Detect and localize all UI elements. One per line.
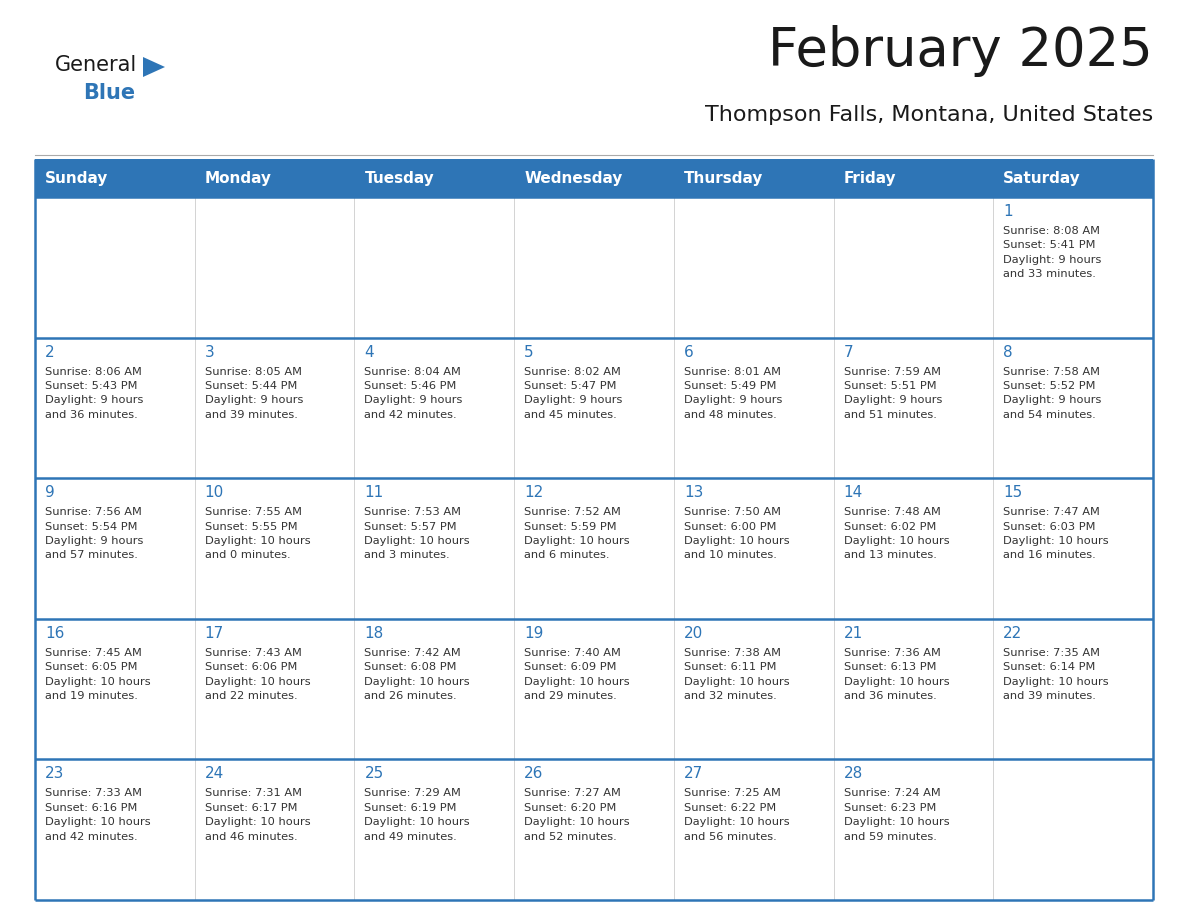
Text: 19: 19	[524, 626, 544, 641]
Text: Sunrise: 7:29 AM
Sunset: 6:19 PM
Daylight: 10 hours
and 49 minutes.: Sunrise: 7:29 AM Sunset: 6:19 PM Dayligh…	[365, 789, 470, 842]
Text: Sunrise: 7:47 AM
Sunset: 6:03 PM
Daylight: 10 hours
and 16 minutes.: Sunrise: 7:47 AM Sunset: 6:03 PM Dayligh…	[1004, 508, 1108, 560]
Text: Thompson Falls, Montana, United States: Thompson Falls, Montana, United States	[704, 105, 1154, 125]
Text: 17: 17	[204, 626, 225, 641]
Text: 18: 18	[365, 626, 384, 641]
Text: February 2025: February 2025	[769, 25, 1154, 77]
Text: Sunrise: 7:59 AM
Sunset: 5:51 PM
Daylight: 9 hours
and 51 minutes.: Sunrise: 7:59 AM Sunset: 5:51 PM Dayligh…	[843, 366, 942, 420]
Text: Sunrise: 8:06 AM
Sunset: 5:43 PM
Daylight: 9 hours
and 36 minutes.: Sunrise: 8:06 AM Sunset: 5:43 PM Dayligh…	[45, 366, 144, 420]
Text: Sunrise: 8:05 AM
Sunset: 5:44 PM
Daylight: 9 hours
and 39 minutes.: Sunrise: 8:05 AM Sunset: 5:44 PM Dayligh…	[204, 366, 303, 420]
Text: Sunrise: 7:25 AM
Sunset: 6:22 PM
Daylight: 10 hours
and 56 minutes.: Sunrise: 7:25 AM Sunset: 6:22 PM Dayligh…	[684, 789, 790, 842]
Text: Sunrise: 7:36 AM
Sunset: 6:13 PM
Daylight: 10 hours
and 36 minutes.: Sunrise: 7:36 AM Sunset: 6:13 PM Dayligh…	[843, 648, 949, 701]
Text: Sunrise: 7:27 AM
Sunset: 6:20 PM
Daylight: 10 hours
and 52 minutes.: Sunrise: 7:27 AM Sunset: 6:20 PM Dayligh…	[524, 789, 630, 842]
Bar	[34, 478, 1154, 619]
Bar	[34, 197, 1154, 338]
Text: Monday: Monday	[204, 171, 272, 185]
Text: Tuesday: Tuesday	[365, 171, 434, 185]
Text: 26: 26	[524, 767, 544, 781]
Text: Sunrise: 7:42 AM
Sunset: 6:08 PM
Daylight: 10 hours
and 26 minutes.: Sunrise: 7:42 AM Sunset: 6:08 PM Dayligh…	[365, 648, 470, 701]
Text: 24: 24	[204, 767, 225, 781]
Text: 7: 7	[843, 344, 853, 360]
Text: General: General	[55, 55, 138, 75]
Text: 27: 27	[684, 767, 703, 781]
Text: 14: 14	[843, 486, 862, 500]
Text: 20: 20	[684, 626, 703, 641]
Text: Saturday: Saturday	[1004, 171, 1081, 185]
Text: Sunrise: 7:52 AM
Sunset: 5:59 PM
Daylight: 10 hours
and 6 minutes.: Sunrise: 7:52 AM Sunset: 5:59 PM Dayligh…	[524, 508, 630, 560]
Text: 5: 5	[524, 344, 533, 360]
Text: Sunrise: 7:31 AM
Sunset: 6:17 PM
Daylight: 10 hours
and 46 minutes.: Sunrise: 7:31 AM Sunset: 6:17 PM Dayligh…	[204, 789, 310, 842]
Text: Sunrise: 7:45 AM
Sunset: 6:05 PM
Daylight: 10 hours
and 19 minutes.: Sunrise: 7:45 AM Sunset: 6:05 PM Dayligh…	[45, 648, 151, 701]
Text: 13: 13	[684, 486, 703, 500]
Text: 2: 2	[45, 344, 55, 360]
Text: Sunrise: 7:40 AM
Sunset: 6:09 PM
Daylight: 10 hours
and 29 minutes.: Sunrise: 7:40 AM Sunset: 6:09 PM Dayligh…	[524, 648, 630, 701]
Text: 9: 9	[45, 486, 55, 500]
Text: 15: 15	[1004, 486, 1023, 500]
Text: 28: 28	[843, 767, 862, 781]
Bar	[34, 159, 1154, 197]
Text: Sunrise: 7:58 AM
Sunset: 5:52 PM
Daylight: 9 hours
and 54 minutes.: Sunrise: 7:58 AM Sunset: 5:52 PM Dayligh…	[1004, 366, 1101, 420]
Text: 10: 10	[204, 486, 225, 500]
Bar	[34, 759, 1154, 900]
Bar	[34, 338, 1154, 478]
Text: 3: 3	[204, 344, 215, 360]
Text: Sunrise: 7:56 AM
Sunset: 5:54 PM
Daylight: 9 hours
and 57 minutes.: Sunrise: 7:56 AM Sunset: 5:54 PM Dayligh…	[45, 508, 144, 560]
Text: Sunrise: 7:43 AM
Sunset: 6:06 PM
Daylight: 10 hours
and 22 minutes.: Sunrise: 7:43 AM Sunset: 6:06 PM Dayligh…	[204, 648, 310, 701]
Text: Wednesday: Wednesday	[524, 171, 623, 185]
Text: Sunday: Sunday	[45, 171, 108, 185]
Text: Thursday: Thursday	[684, 171, 763, 185]
Text: 1: 1	[1004, 204, 1013, 219]
Text: 4: 4	[365, 344, 374, 360]
Text: 16: 16	[45, 626, 64, 641]
Text: 25: 25	[365, 767, 384, 781]
Text: 12: 12	[524, 486, 543, 500]
Text: Sunrise: 7:35 AM
Sunset: 6:14 PM
Daylight: 10 hours
and 39 minutes.: Sunrise: 7:35 AM Sunset: 6:14 PM Dayligh…	[1004, 648, 1108, 701]
Text: 23: 23	[45, 767, 64, 781]
Text: Sunrise: 7:38 AM
Sunset: 6:11 PM
Daylight: 10 hours
and 32 minutes.: Sunrise: 7:38 AM Sunset: 6:11 PM Dayligh…	[684, 648, 790, 701]
Text: Friday: Friday	[843, 171, 896, 185]
Text: Sunrise: 7:24 AM
Sunset: 6:23 PM
Daylight: 10 hours
and 59 minutes.: Sunrise: 7:24 AM Sunset: 6:23 PM Dayligh…	[843, 789, 949, 842]
Text: Sunrise: 7:50 AM
Sunset: 6:00 PM
Daylight: 10 hours
and 10 minutes.: Sunrise: 7:50 AM Sunset: 6:00 PM Dayligh…	[684, 508, 790, 560]
Text: Sunrise: 7:53 AM
Sunset: 5:57 PM
Daylight: 10 hours
and 3 minutes.: Sunrise: 7:53 AM Sunset: 5:57 PM Dayligh…	[365, 508, 470, 560]
Polygon shape	[143, 57, 165, 77]
Text: Blue: Blue	[83, 83, 135, 103]
Text: Sunrise: 8:02 AM
Sunset: 5:47 PM
Daylight: 9 hours
and 45 minutes.: Sunrise: 8:02 AM Sunset: 5:47 PM Dayligh…	[524, 366, 623, 420]
Text: 6: 6	[684, 344, 694, 360]
Bar	[34, 619, 1154, 759]
Text: 22: 22	[1004, 626, 1023, 641]
Text: 21: 21	[843, 626, 862, 641]
Text: 11: 11	[365, 486, 384, 500]
Text: Sunrise: 7:55 AM
Sunset: 5:55 PM
Daylight: 10 hours
and 0 minutes.: Sunrise: 7:55 AM Sunset: 5:55 PM Dayligh…	[204, 508, 310, 560]
Text: Sunrise: 8:01 AM
Sunset: 5:49 PM
Daylight: 9 hours
and 48 minutes.: Sunrise: 8:01 AM Sunset: 5:49 PM Dayligh…	[684, 366, 782, 420]
Text: Sunrise: 7:33 AM
Sunset: 6:16 PM
Daylight: 10 hours
and 42 minutes.: Sunrise: 7:33 AM Sunset: 6:16 PM Dayligh…	[45, 789, 151, 842]
Text: Sunrise: 8:04 AM
Sunset: 5:46 PM
Daylight: 9 hours
and 42 minutes.: Sunrise: 8:04 AM Sunset: 5:46 PM Dayligh…	[365, 366, 463, 420]
Text: 8: 8	[1004, 344, 1013, 360]
Text: Sunrise: 8:08 AM
Sunset: 5:41 PM
Daylight: 9 hours
and 33 minutes.: Sunrise: 8:08 AM Sunset: 5:41 PM Dayligh…	[1004, 226, 1101, 279]
Text: Sunrise: 7:48 AM
Sunset: 6:02 PM
Daylight: 10 hours
and 13 minutes.: Sunrise: 7:48 AM Sunset: 6:02 PM Dayligh…	[843, 508, 949, 560]
